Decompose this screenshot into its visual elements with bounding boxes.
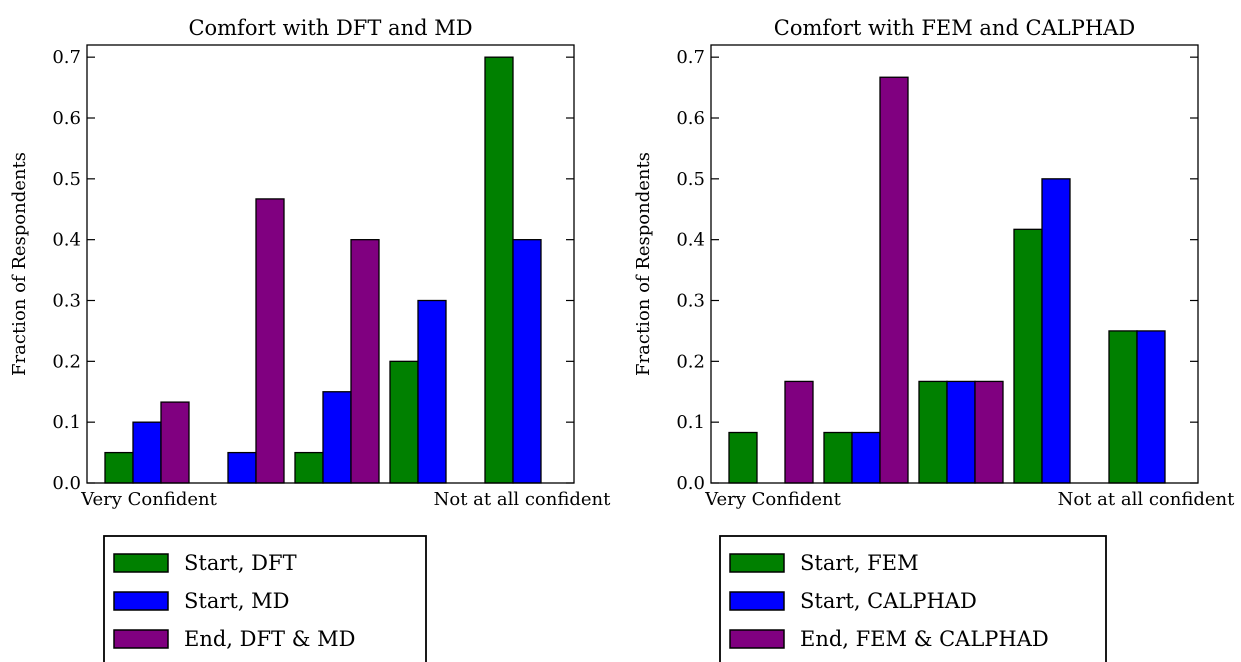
bar-3-2 — [879, 76, 909, 484]
legend-entry-3: End, FEM & CALPHAD — [800, 627, 1049, 651]
legend-entry-2: Start, MD — [184, 589, 290, 613]
ytick-label: 0.1 — [676, 412, 705, 433]
legend-swatch-2 — [113, 591, 169, 611]
xtick-label-right: Not at all confident — [434, 489, 611, 510]
ytick-label: 0.3 — [676, 291, 705, 312]
legend-entry-1: Start, DFT — [184, 551, 297, 575]
plot-frame — [710, 44, 1199, 484]
ytick-label: 0.6 — [676, 108, 705, 129]
bar-3-3 — [350, 239, 380, 484]
ytick-label: 0.5 — [676, 169, 705, 190]
bar-3-1 — [784, 380, 814, 484]
ytick-label: 0.0 — [676, 473, 705, 494]
ytick-label: 0.4 — [676, 230, 705, 251]
chart-title: Comfort with FEM and CALPHAD — [774, 16, 1135, 40]
chart-2: Comfort with FEM and CALPHAD 0.0 0.1 0.2 0.3… — [633, 16, 1235, 662]
bar-2-4 — [1041, 178, 1071, 484]
ytick-label: 0.7 — [52, 47, 81, 68]
ytick-label: 0.7 — [676, 47, 705, 68]
bar-2-3 — [322, 391, 352, 484]
plot-frame — [86, 44, 575, 484]
bar-2-4 — [417, 299, 447, 484]
legend-swatch-1 — [729, 553, 785, 573]
legend-swatch-3 — [113, 629, 169, 649]
legend-entry-3: End, DFT & MD — [184, 627, 355, 651]
legend-swatch-2 — [729, 591, 785, 611]
chart-title: Comfort with DFT and MD — [188, 16, 472, 40]
bar-3-1 — [160, 401, 190, 484]
bar-1-3 — [294, 451, 324, 484]
legend-entry-1: Start, FEM — [800, 551, 919, 575]
xtick-label-left: Very Confident — [704, 489, 841, 510]
y-axis-label: Fraction of Respondents — [633, 152, 654, 376]
legend-entry-2: Start, CALPHAD — [800, 589, 977, 613]
bar-1-4 — [1013, 228, 1043, 484]
xtick-label-left: Very Confident — [80, 489, 217, 510]
bar-2-5 — [512, 239, 542, 484]
ytick-label: 0.1 — [52, 412, 81, 433]
bar-2-2 — [227, 451, 257, 484]
bar-2-3 — [946, 380, 976, 484]
bar-2-1 — [132, 421, 162, 484]
ytick-label: 0.4 — [52, 230, 81, 251]
bar-1-5 — [484, 56, 514, 484]
ytick-label: 0.0 — [52, 473, 81, 494]
legend: Start, DFT Start, MD End, DFT & MD — [103, 535, 427, 662]
legend: Start, FEM Start, CALPHAD End, FEM & CALPH… — [719, 535, 1107, 662]
bar-3-3 — [974, 380, 1004, 484]
legend-swatch-1 — [113, 553, 169, 573]
ytick-label: 0.2 — [52, 351, 81, 372]
bar-2-5 — [1136, 330, 1166, 484]
chart-1: Comfort with DFT and MD 0.0 0.1 0.2 0.3 0.4 0.… — [9, 16, 611, 662]
legend-swatch-3 — [729, 629, 785, 649]
ytick-label: 0.2 — [676, 351, 705, 372]
bar-1-5 — [1108, 330, 1138, 484]
bar-1-1 — [104, 451, 134, 484]
bar-3-2 — [255, 198, 285, 484]
bar-1-1 — [728, 431, 758, 484]
bar-1-3 — [918, 380, 948, 484]
ytick-label: 0.5 — [52, 169, 81, 190]
bar-1-4 — [389, 360, 419, 484]
ytick-label: 0.6 — [52, 108, 81, 129]
y-axis-label: Fraction of Respondents — [9, 152, 30, 376]
xtick-label-right: Not at all confident — [1058, 489, 1235, 510]
bar-1-2 — [823, 431, 853, 484]
bar-2-2 — [851, 431, 881, 484]
ytick-label: 0.3 — [52, 291, 81, 312]
